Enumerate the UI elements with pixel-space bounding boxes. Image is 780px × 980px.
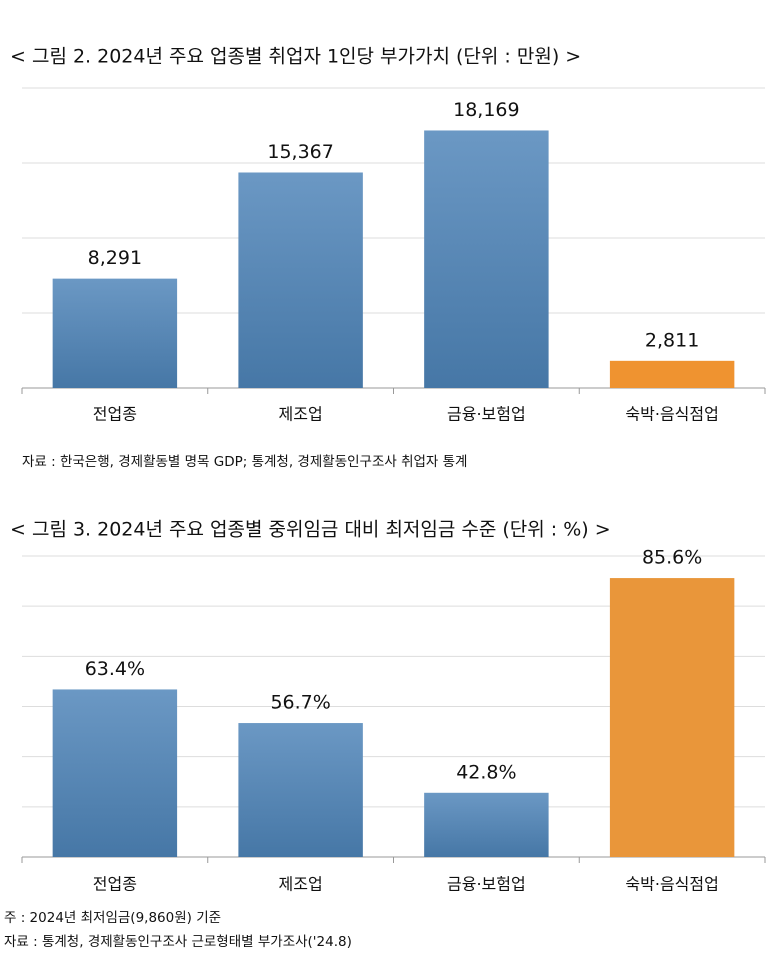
- bar: [424, 130, 549, 388]
- value-label: 63.4%: [85, 658, 145, 680]
- bar: [52, 278, 178, 388]
- value-label: 8,291: [88, 247, 142, 269]
- value-label: 15,367: [267, 141, 333, 163]
- x-tick-label: 금융·보험업: [447, 405, 526, 424]
- value-label: 42.8%: [456, 761, 516, 783]
- x-tick-label: 금융·보험업: [447, 875, 526, 894]
- bar: [52, 689, 178, 857]
- x-tick-label: 숙박·음식점업: [625, 875, 718, 894]
- value-label: 2,811: [645, 329, 699, 351]
- value-label: 56.7%: [270, 692, 330, 714]
- x-tick-label: 제조업: [279, 405, 323, 424]
- bar: [238, 723, 363, 857]
- x-tick-label: 전업종: [93, 875, 137, 894]
- bar: [424, 792, 549, 857]
- x-tick-label: 전업종: [93, 405, 137, 424]
- note: 자료 : 통계청, 경제활동인구조사 근로형태별 부가조사('24.8): [4, 934, 352, 950]
- bar: [609, 360, 735, 388]
- x-tick-label: 숙박·음식점업: [625, 405, 718, 424]
- note: 주 : 2024년 최저임금(9,860원) 기준: [4, 910, 221, 926]
- x-tick-label: 제조업: [279, 875, 323, 894]
- note: 자료 : 한국은행, 경제활동별 명목 GDP; 통계청, 경제활동인구조사 취…: [22, 454, 467, 470]
- value-label: 85.6%: [642, 547, 702, 569]
- bar: [238, 172, 363, 388]
- value-label: 18,169: [453, 99, 519, 121]
- chart-title: < 그림 2. 2024년 주요 업종별 취업자 1인당 부가가치 (단위 : …: [10, 46, 581, 68]
- bar: [609, 578, 735, 857]
- chart-title: < 그림 3. 2024년 주요 업종별 중위임금 대비 최저임금 수준 (단위…: [10, 519, 611, 541]
